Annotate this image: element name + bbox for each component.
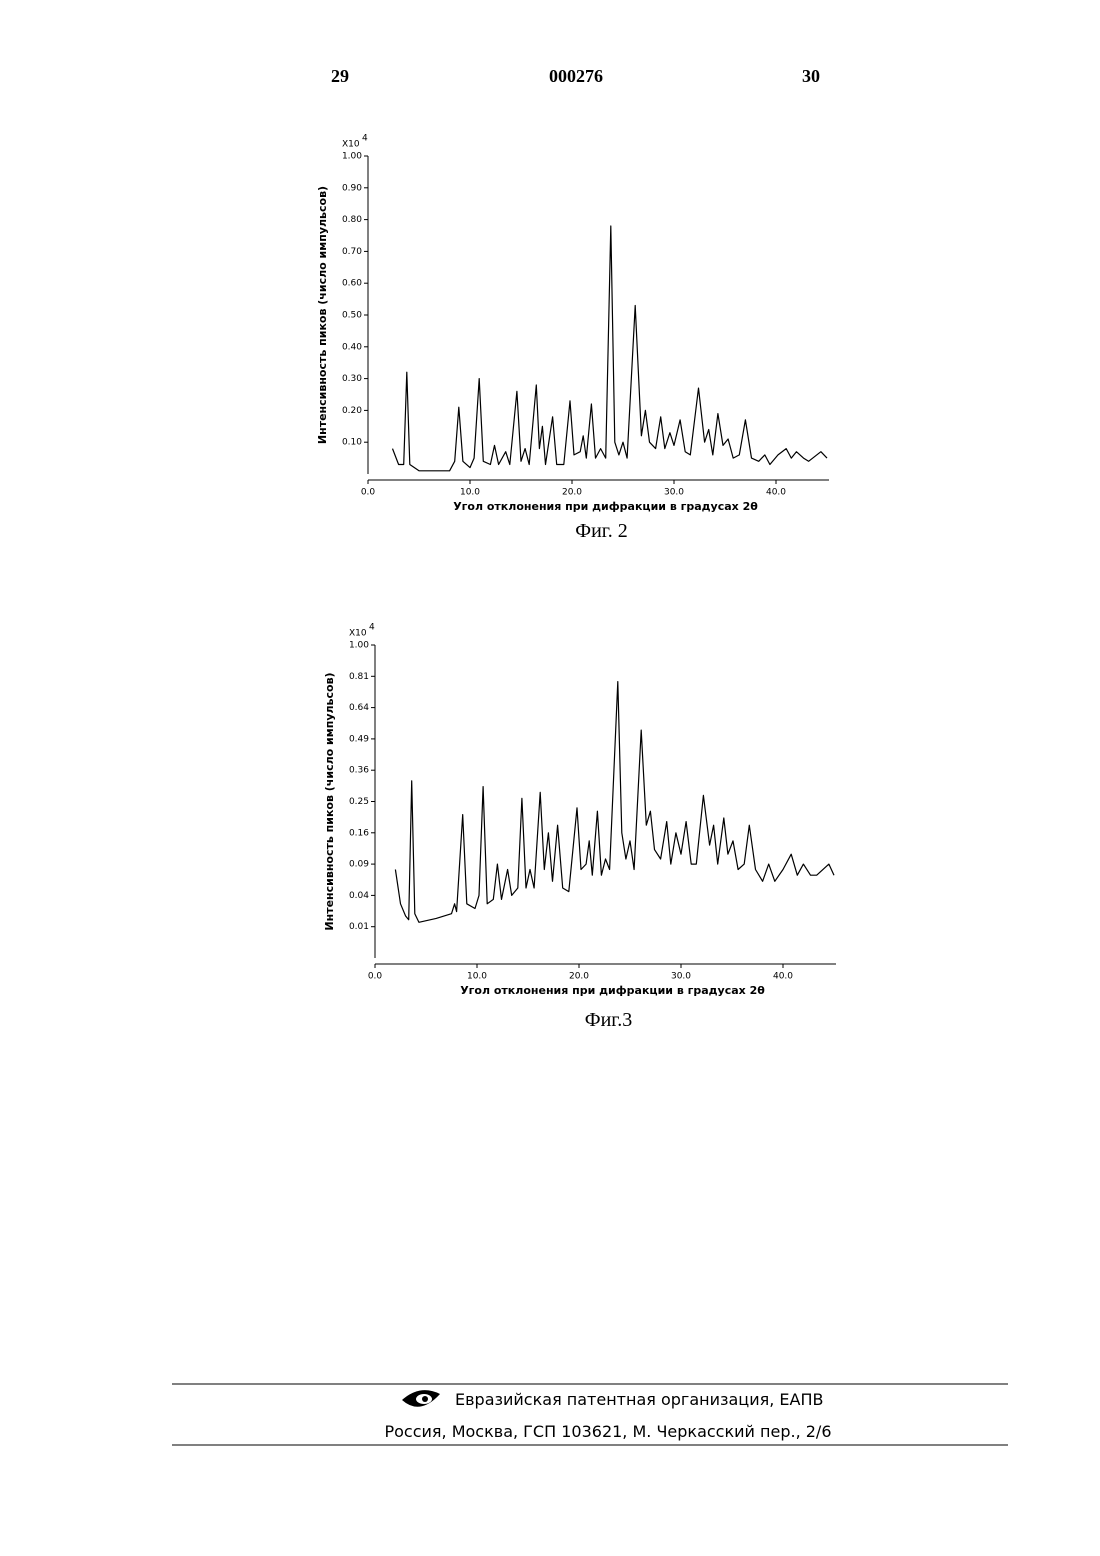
y-tick-label: 0.70	[342, 247, 362, 257]
y-tick-label: 1.00	[342, 152, 362, 162]
y-multiplier-exponent: 4	[362, 134, 368, 144]
page-number-left: 29	[331, 66, 349, 86]
y-tick-label: 0.16	[349, 828, 369, 838]
y-tick-label: 0.40	[342, 342, 362, 352]
address: Россия, Москва, ГСП 103621, М. Черкасски…	[384, 1422, 831, 1441]
x-tick-label: 0.0	[361, 488, 376, 498]
y-tick-label: 1.00	[349, 641, 369, 651]
patent-number: 000276	[549, 66, 603, 86]
diffraction-curve	[395, 682, 834, 923]
y-axis-label: Интенсивность пиков (число импульсов)	[323, 672, 336, 930]
y-tick-label: 0.81	[349, 672, 369, 682]
y-tick-label: 0.90	[342, 183, 362, 193]
document: 29 000276 30 Евразийская патентная орган…	[0, 0, 1100, 1556]
x-tick-label: 40.0	[766, 488, 786, 498]
page-number-right: 30	[802, 66, 820, 86]
x-tick-label: 20.0	[569, 972, 589, 982]
x-axis-label: Угол отклонения при дифракции в градусах…	[460, 984, 765, 997]
y-multiplier: X10	[342, 140, 360, 150]
y-tick-label: 0.01	[349, 922, 369, 932]
y-tick-label: 0.04	[349, 891, 369, 901]
x-tick-label: 10.0	[460, 488, 480, 498]
y-tick-label: 0.60	[342, 279, 362, 289]
x-tick-label: 10.0	[467, 972, 487, 982]
y-tick-label: 0.09	[349, 860, 369, 870]
y-tick-label: 0.49	[349, 734, 369, 744]
y-tick-label: 0.80	[342, 215, 362, 225]
y-multiplier: X10	[349, 629, 367, 639]
y-axis-label: Интенсивность пиков (число импульсов)	[316, 186, 329, 444]
x-tick-label: 20.0	[562, 488, 582, 498]
figure-caption: Фиг.3	[585, 1009, 632, 1031]
x-tick-label: 30.0	[664, 488, 684, 498]
logo	[402, 1390, 440, 1407]
page: 29 000276 30 Евразийская патентная орган…	[0, 0, 1100, 1556]
y-tick-label: 0.20	[342, 406, 362, 416]
y-tick-label: 0.36	[349, 766, 369, 776]
x-tick-label: 30.0	[671, 972, 691, 982]
figure-caption: Фиг. 2	[575, 520, 627, 542]
y-tick-label: 0.10	[342, 438, 362, 448]
diffraction-curve	[393, 226, 828, 471]
y-tick-label: 0.50	[342, 311, 362, 321]
y-tick-label: 0.64	[349, 703, 369, 713]
y-tick-label: 0.30	[342, 374, 362, 384]
x-tick-label: 40.0	[773, 972, 793, 982]
y-tick-label: 0.25	[349, 797, 369, 807]
x-tick-label: 0.0	[368, 972, 383, 982]
x-axis-label: Угол отклонения при дифракции в градусах…	[453, 500, 758, 513]
organization: Евразийская патентная организация, ЕАПВ	[455, 1390, 823, 1409]
y-multiplier-exponent: 4	[369, 623, 375, 633]
